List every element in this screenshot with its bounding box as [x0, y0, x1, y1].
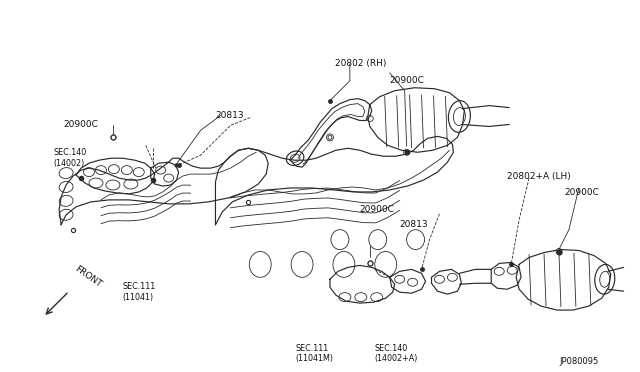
Text: SEC.140
(14002): SEC.140 (14002)	[53, 148, 86, 168]
Text: 20813: 20813	[399, 220, 428, 229]
Text: FRONT: FRONT	[73, 264, 103, 289]
Text: 20813: 20813	[216, 110, 244, 119]
Text: JP080095: JP080095	[559, 357, 598, 366]
Text: 20900C: 20900C	[63, 121, 98, 129]
Text: 20900C: 20900C	[564, 188, 599, 197]
Text: 20802+A (LH): 20802+A (LH)	[507, 172, 571, 181]
Text: SEC.111
(11041M): SEC.111 (11041M)	[295, 344, 333, 363]
Text: 20900C: 20900C	[360, 205, 395, 214]
Text: SEC.111
(11041): SEC.111 (11041)	[123, 282, 156, 302]
Text: 20900C: 20900C	[390, 76, 424, 85]
Text: 20802 (RH): 20802 (RH)	[335, 59, 387, 68]
Text: SEC.140
(14002+A): SEC.140 (14002+A)	[375, 344, 418, 363]
